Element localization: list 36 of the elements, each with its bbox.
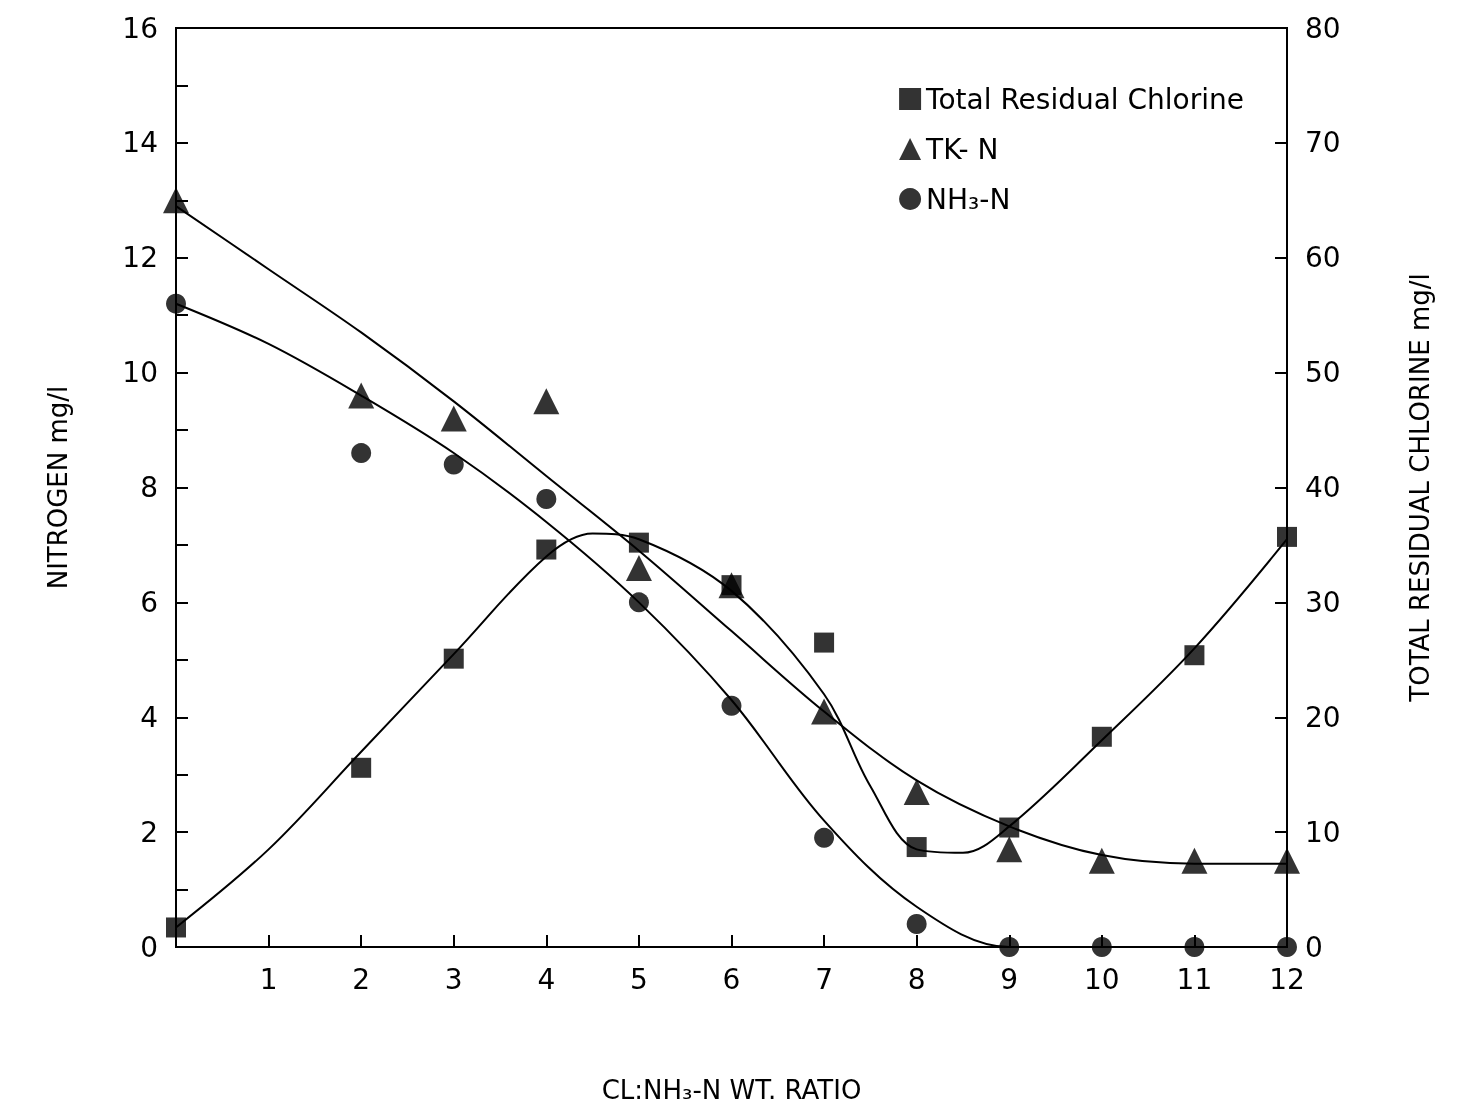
x-tick-label: 10 bbox=[1084, 962, 1120, 996]
y-tick-label: 10 bbox=[122, 356, 158, 390]
y2-tick-label: 10 bbox=[1305, 815, 1341, 849]
y-tick-label: 14 bbox=[122, 126, 158, 160]
y-tick-label: 4 bbox=[140, 700, 158, 734]
legend-label: Total Residual Chlorine bbox=[925, 82, 1245, 116]
x-tick-label: 8 bbox=[907, 962, 926, 996]
x-tick-label: 1 bbox=[259, 962, 278, 996]
y2-tick-label: 0 bbox=[1305, 930, 1323, 964]
x-axis-title: CL:NH₃-N WT. RATIO bbox=[601, 1075, 862, 1105]
y2-tick-label: 80 bbox=[1305, 11, 1341, 45]
y-tick-label: 16 bbox=[122, 11, 158, 45]
x-tick-label: 6 bbox=[722, 962, 741, 996]
x-tick-label: 2 bbox=[352, 962, 371, 996]
x-tick-label: 4 bbox=[537, 962, 556, 996]
x-tick-label: 11 bbox=[1176, 962, 1213, 996]
legend-label: TK- N bbox=[925, 132, 999, 166]
x-tick-label: 9 bbox=[1000, 962, 1019, 996]
y-tick-label: 12 bbox=[122, 241, 158, 275]
legend-label: NH₃-N bbox=[926, 182, 1011, 216]
y-tick-label: 8 bbox=[140, 471, 158, 504]
y2-tick-label: 60 bbox=[1305, 241, 1341, 275]
y2-tick-label: 70 bbox=[1305, 126, 1341, 160]
y-axis-title: NITROGEN mg/l bbox=[43, 385, 73, 590]
x-tick-label: 3 bbox=[444, 962, 463, 996]
x-tick-label: 5 bbox=[630, 962, 648, 996]
x-tick-label: 12 bbox=[1269, 962, 1305, 996]
y2-tick-label: 30 bbox=[1305, 585, 1341, 619]
x-tick-label: 7 bbox=[815, 962, 833, 996]
y-tick-label: 6 bbox=[140, 585, 158, 619]
y2-tick-label: 20 bbox=[1305, 700, 1341, 734]
y2-tick-label: 50 bbox=[1305, 356, 1341, 390]
y-tick-label: 2 bbox=[140, 815, 158, 849]
y2-tick-label: 40 bbox=[1305, 471, 1341, 504]
y2-axis-title: TOTAL RESIDUAL CHLORINE mg/l bbox=[1405, 273, 1435, 703]
y-tick-label: 0 bbox=[140, 930, 158, 964]
